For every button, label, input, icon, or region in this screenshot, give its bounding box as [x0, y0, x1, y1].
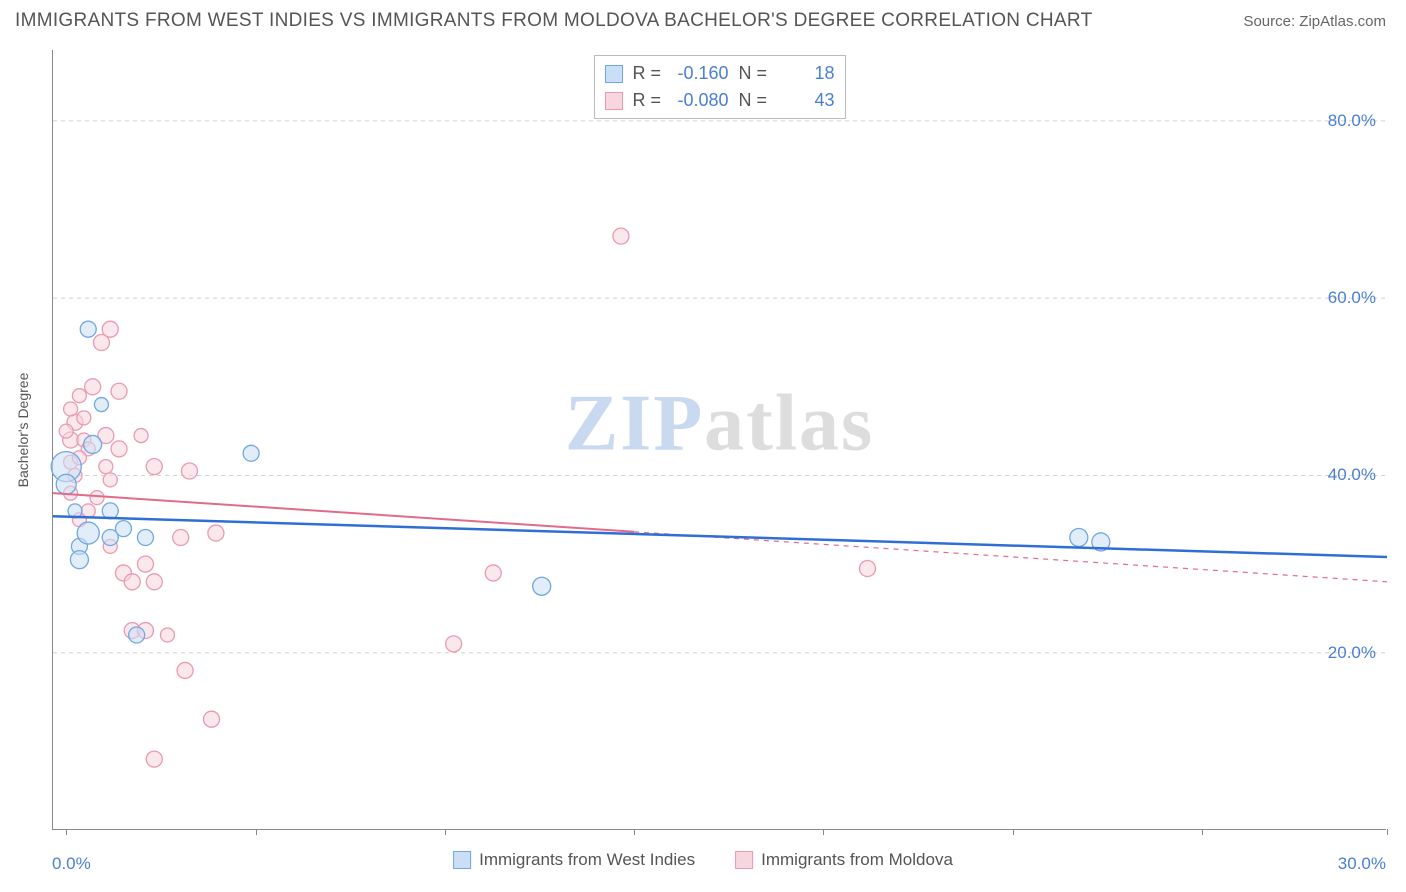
legend-R-value-1: -0.080 — [673, 87, 729, 114]
plot-area: ZIPatlas R = -0.160 N = 18 R = -0.080 N … — [52, 50, 1386, 830]
x-tick — [823, 829, 824, 835]
legend-R-label-0: R = — [633, 60, 663, 87]
x-tick-label-max: 30.0% — [1338, 854, 1386, 874]
y-axis-label: Bachelor's Degree — [15, 373, 31, 488]
series-legend-item-1: Immigrants from Moldova — [735, 850, 953, 870]
y-tick-label: 20.0% — [1328, 643, 1376, 663]
x-tick — [66, 829, 67, 835]
series-name-1: Immigrants from Moldova — [761, 850, 953, 870]
x-tick — [634, 829, 635, 835]
x-tick — [445, 829, 446, 835]
legend-N-label-1: N = — [739, 87, 769, 114]
legend-swatch-1 — [605, 92, 623, 110]
x-tick — [1202, 829, 1203, 835]
x-tick — [1013, 829, 1014, 835]
plot-svg — [53, 50, 1386, 829]
series-legend-item-0: Immigrants from West Indies — [453, 850, 695, 870]
x-tick — [1387, 829, 1388, 835]
series-legend: Immigrants from West Indies Immigrants f… — [453, 850, 953, 870]
legend-swatch-0 — [605, 65, 623, 83]
legend-R-value-0: -0.160 — [673, 60, 729, 87]
series-swatch-1 — [735, 851, 753, 869]
legend-N-label-0: N = — [739, 60, 769, 87]
x-tick — [256, 829, 257, 835]
x-tick-label-min: 0.0% — [52, 854, 91, 874]
legend-row-1: R = -0.080 N = 43 — [605, 87, 835, 114]
legend-N-value-1: 43 — [779, 87, 835, 114]
y-tick-label: 60.0% — [1328, 288, 1376, 308]
legend-R-label-1: R = — [633, 87, 663, 114]
series-swatch-0 — [453, 851, 471, 869]
chart-container: ZIPatlas R = -0.160 N = 18 R = -0.080 N … — [52, 50, 1386, 830]
chart-title: IMMIGRANTS FROM WEST INDIES VS IMMIGRANT… — [15, 10, 1093, 32]
y-tick-label: 80.0% — [1328, 111, 1376, 131]
correlation-legend: R = -0.160 N = 18 R = -0.080 N = 43 — [594, 55, 846, 119]
legend-N-value-0: 18 — [779, 60, 835, 87]
legend-row-0: R = -0.160 N = 18 — [605, 60, 835, 87]
y-tick-label: 40.0% — [1328, 465, 1376, 485]
source-label: Source: ZipAtlas.com — [1243, 13, 1386, 30]
series-name-0: Immigrants from West Indies — [479, 850, 695, 870]
